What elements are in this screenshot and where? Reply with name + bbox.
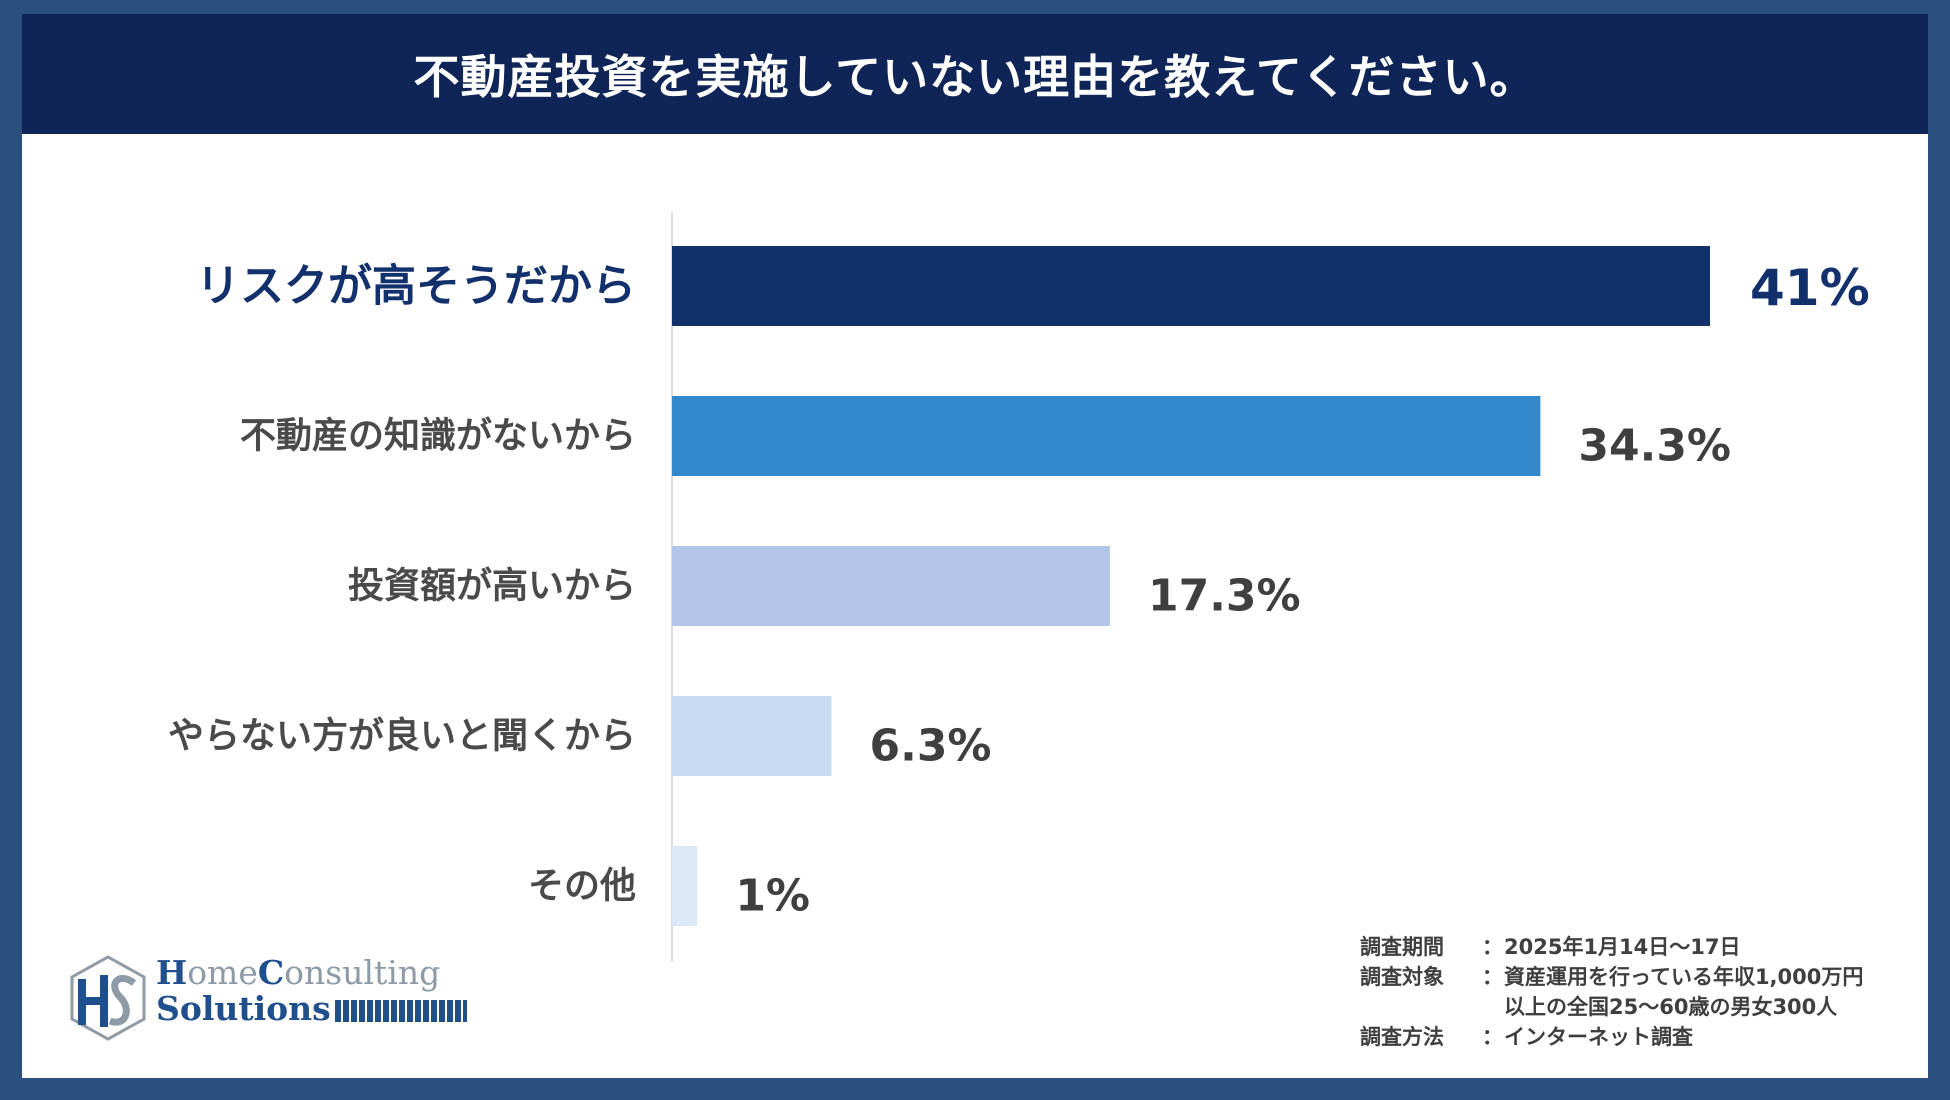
category-label-0: リスクが高そうだから [196, 261, 636, 312]
bar-2 [672, 546, 1110, 626]
value-label-1: 34.3% [1578, 421, 1731, 472]
note-target-value-1: 資産運用を行っている年収1,000万円 [1504, 965, 1864, 989]
note-target-value-2: 以上の全国25～60歳の男女300人 [1504, 995, 1838, 1019]
logo-line-2: Solutions [156, 991, 496, 1027]
logo-letters: olutions [179, 989, 331, 1028]
value-label-0: 41% [1750, 259, 1870, 317]
value-label-3: 6.3% [869, 721, 991, 772]
note-method: 調査方法 ： インターネット調査 [1360, 1022, 1863, 1052]
bar-3 [672, 696, 832, 776]
bar-0 [672, 246, 1710, 326]
note-period-key: 調査期間 [1360, 935, 1444, 959]
note-method-key: 調査方法 [1360, 1025, 1444, 1049]
logo-letter: H [156, 953, 188, 992]
value-label-2: 17.3% [1148, 571, 1301, 622]
category-label-2: 投資額が高いから [348, 566, 636, 607]
note-period: 調査期間 ： 2025年1月14日～17日 [1360, 932, 1863, 962]
note-colon: ： [1482, 1025, 1503, 1049]
survey-notes: 調査期間 ： 2025年1月14日～17日 調査対象 ： 資産運用を行っている年… [1360, 932, 1863, 1052]
note-method-value: インターネット調査 [1504, 1025, 1693, 1049]
company-logo: HomeConsulting Solutions [68, 955, 488, 1047]
hcs-monogram-icon [70, 955, 146, 1041]
note-target-key: 調査対象 [1360, 965, 1444, 989]
logo-letter: S [156, 989, 180, 1028]
category-label-3: やらない方が良いと聞くから [168, 716, 636, 757]
logo-letters: onsulting [284, 953, 441, 992]
category-label-1: 不動産の知識がないから [240, 416, 636, 457]
logo-letters: ome [187, 953, 258, 992]
value-label-4: 1% [735, 871, 810, 922]
logo-line-1: HomeConsulting [156, 955, 496, 991]
header-bar: 不動産投資を実施していない理由を教えてください。 [22, 14, 1928, 134]
category-label-4: その他 [528, 866, 636, 907]
logo-grid-pattern [334, 1000, 467, 1022]
note-target: 調査対象 ： 資産運用を行っている年収1,000万円 [1360, 962, 1863, 992]
note-colon: ： [1482, 965, 1503, 989]
logo-letter: C [257, 953, 285, 992]
logo-wordmark: HomeConsulting Solutions [156, 955, 496, 1027]
note-colon: ： [1482, 935, 1503, 959]
page-title: 不動産投資を実施していない理由を教えてください。 [413, 50, 1537, 104]
bar-4 [672, 846, 698, 926]
note-period-value: 2025年1月14日～17日 [1504, 935, 1741, 959]
bar-1 [672, 396, 1541, 476]
